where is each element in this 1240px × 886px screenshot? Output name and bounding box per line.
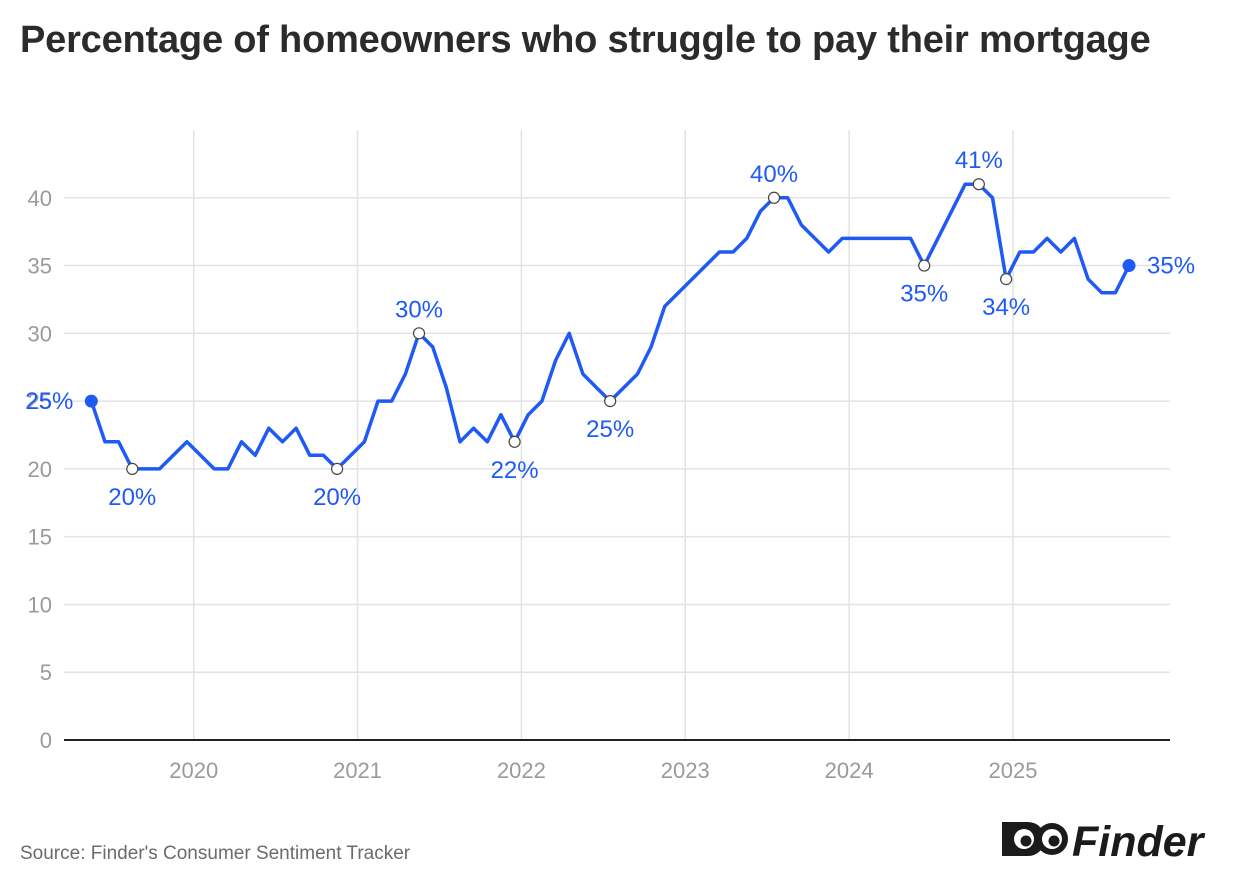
finder-logo-text: Finder xyxy=(1072,818,1206,866)
x-tick-label: 2024 xyxy=(825,758,874,783)
data-label: 35% xyxy=(1147,253,1195,280)
y-tick-label: 5 xyxy=(40,660,52,685)
extremum-marker xyxy=(604,395,617,408)
x-tick-label: 2022 xyxy=(497,758,546,783)
y-tick-label: 30 xyxy=(28,321,52,346)
extremum-marker xyxy=(1000,273,1013,286)
endpoint-marker xyxy=(84,394,98,408)
y-tick-label: 0 xyxy=(40,728,52,753)
data-label: 35% xyxy=(900,281,948,308)
y-tick-label: 20 xyxy=(28,457,52,482)
extremum-marker xyxy=(972,178,985,191)
data-label: 25% xyxy=(25,388,73,415)
data-label: 41% xyxy=(955,147,1003,174)
x-tick-label: 2021 xyxy=(333,758,382,783)
extremum-marker xyxy=(918,259,931,272)
extremum-marker xyxy=(508,435,521,448)
grid xyxy=(64,130,1170,740)
data-label: 25% xyxy=(586,416,634,443)
data-label: 20% xyxy=(313,484,361,511)
data-label: 22% xyxy=(491,457,539,484)
finder-eyes-logo-icon xyxy=(1002,822,1068,856)
extremum-marker xyxy=(767,191,781,204)
data-label: 40% xyxy=(750,161,798,188)
data-label: 30% xyxy=(395,296,443,323)
y-tick-label: 15 xyxy=(28,525,52,550)
chart-title: Percentage of homeowners who struggle to… xyxy=(20,19,1151,61)
extremum-marker xyxy=(330,462,344,475)
y-tick-label: 25 xyxy=(28,389,52,414)
series-line-path xyxy=(89,182,1131,471)
x-tick-label: 2020 xyxy=(169,758,218,783)
y-tick-label: 10 xyxy=(28,592,52,617)
x-tick-label: 2023 xyxy=(661,758,710,783)
series-line xyxy=(89,182,1131,471)
finder-logo: Finder xyxy=(1002,818,1206,866)
endpoint-marker xyxy=(1122,259,1136,273)
data-label: 20% xyxy=(108,484,156,511)
y-tick-label: 35 xyxy=(28,254,52,279)
source-note: Source: Finder's Consumer Sentiment Trac… xyxy=(20,843,411,864)
extremum-marker xyxy=(126,462,139,475)
data-label: 34% xyxy=(982,294,1030,321)
annotation-markers xyxy=(84,178,1136,475)
extremum-marker xyxy=(412,327,426,340)
x-tick-label: 2025 xyxy=(988,758,1037,783)
annotation-labels: 25% 20% 20% 30% 22% 25% 40% 35% 41% 34% 35% xyxy=(25,147,1195,511)
y-tick-label: 40 xyxy=(28,186,52,211)
